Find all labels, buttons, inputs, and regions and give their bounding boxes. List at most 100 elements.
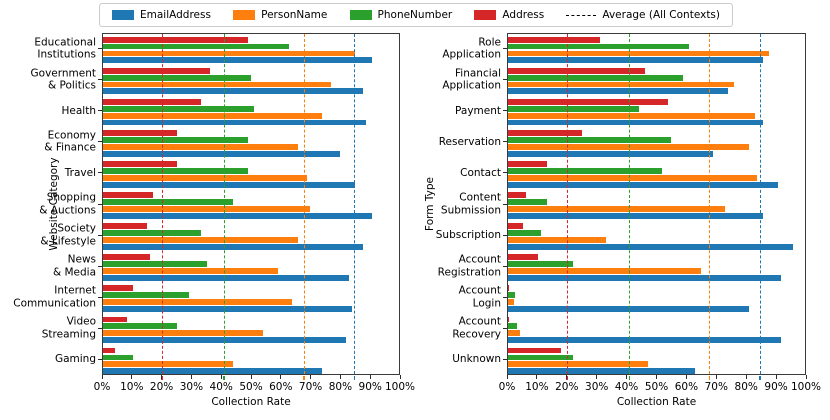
bar-phonenumber-gaming — [103, 354, 133, 361]
category-label-unknown: Unknown — [452, 353, 501, 366]
bar-phonenumber-role-application — [508, 43, 690, 50]
x-axis-label: Collection Rate — [616, 396, 697, 408]
bar-address-internet-communication — [103, 285, 133, 292]
y-axis-tick — [98, 296, 102, 298]
bar-emailaddress-unknown — [508, 368, 696, 374]
bar-phonenumber-society-lifestyle — [103, 230, 201, 237]
legend-item-label: PhoneNumber — [377, 9, 453, 21]
bar-personname-reservation — [508, 143, 749, 150]
category-label-educational-institutions: Educational Institutions — [34, 36, 96, 61]
x-axis-tick-label: 60% — [269, 381, 293, 393]
x-axis-tick-label: 10% — [120, 381, 144, 393]
x-axis-tick-label: 70% — [704, 381, 728, 393]
bar-personname-educational-institutions — [103, 50, 355, 57]
average-line-emailaddress — [759, 34, 761, 374]
bar-personname-video-streaming — [103, 330, 263, 337]
bar-emailaddress-financial-application — [508, 88, 728, 95]
bar-phonenumber-account-recovery — [508, 323, 517, 330]
bar-emailaddress-news-media — [103, 275, 349, 281]
y-axis-tick — [98, 172, 102, 174]
x-axis-tick-label: 40% — [614, 381, 639, 393]
x-axis-tick-label: 10% — [525, 381, 549, 393]
bar-address-account-registration — [508, 254, 538, 261]
bar-personname-account-login — [508, 299, 514, 306]
x-axis-tick-label: 90% — [358, 381, 382, 393]
x-axis-tick-label: 80% — [734, 381, 758, 393]
y-axis-tick — [503, 172, 507, 174]
y-axis-tick — [503, 265, 507, 267]
bar-address-gaming — [103, 347, 115, 354]
bar-address-role-application — [508, 36, 601, 43]
x-axis-tick-label: 40% — [209, 381, 233, 393]
legend-item-address: Address — [474, 9, 544, 21]
bar-emailaddress-travel — [103, 181, 355, 188]
bar-emailaddress-gaming — [103, 368, 323, 374]
x-axis-tick — [190, 375, 192, 379]
bar-emailaddress-shopping-auctions — [103, 212, 373, 219]
bar-phonenumber-video-streaming — [103, 323, 177, 330]
average-line-emailaddress — [353, 34, 355, 374]
x-axis-tick — [775, 375, 777, 379]
category-label-gaming: Gaming — [54, 353, 96, 366]
bar-personname-content-submission — [508, 205, 725, 212]
bar-phonenumber-reservation — [508, 136, 672, 143]
x-axis-tick — [131, 375, 133, 379]
bar-personname-internet-communication — [103, 299, 293, 306]
bar-personname-government-politics — [103, 81, 331, 88]
legend-item-label: EmailAddress — [140, 9, 211, 21]
bar-address-educational-institutions — [103, 36, 249, 43]
y-axis-tick — [98, 327, 102, 329]
category-label-content-submission: Content Submission — [440, 191, 501, 217]
x-axis-tick-label: 50% — [644, 381, 669, 393]
bar-phonenumber-economy-finance — [103, 136, 249, 143]
bar-phonenumber-educational-institutions — [103, 43, 290, 50]
bar-emailaddress-account-login — [508, 306, 749, 313]
bar-emailaddress-health — [103, 119, 367, 126]
bar-personname-economy-finance — [103, 143, 299, 150]
x-axis-tick — [566, 375, 568, 379]
bar-emailaddress-contact — [508, 181, 779, 188]
x-axis-tick-label: 30% — [179, 381, 204, 393]
average-line-phonenumber — [629, 34, 631, 374]
bar-address-financial-application — [508, 67, 645, 74]
bar-phonenumber-unknown — [508, 354, 574, 361]
bar-phonenumber-travel — [103, 167, 249, 174]
x-axis-tick-label: 90% — [764, 381, 788, 393]
bar-phonenumber-contact — [508, 167, 663, 174]
bar-personname-health — [103, 112, 323, 119]
average-axis-tick-personname — [708, 376, 711, 380]
bar-personname-shopping-auctions — [103, 205, 311, 212]
x-axis-tick-label: 70% — [298, 381, 323, 393]
legend-item-average-all-contexts: Average (All Contexts) — [566, 9, 720, 21]
average-line-phonenumber — [223, 34, 225, 374]
category-label-travel: Travel — [64, 166, 96, 179]
x-axis-tick — [745, 375, 747, 379]
x-axis-tick-label: 60% — [674, 381, 699, 393]
y-axis-tick — [503, 141, 507, 143]
bar-emailaddress-account-registration — [508, 275, 782, 281]
category-label-account-login: Account Login — [458, 284, 501, 310]
category-label-financial-application: Financial Application — [442, 67, 501, 92]
y-axis-tick — [98, 48, 102, 50]
x-axis-tick-label: 0% — [93, 381, 111, 393]
x-axis-tick-label: 30% — [585, 381, 609, 393]
bar-personname-financial-application — [508, 81, 734, 88]
category-label-subscription: Subscription — [435, 228, 501, 241]
category-label-payment: Payment — [455, 104, 501, 117]
y-axis-tick — [503, 110, 507, 112]
bar-personname-contact — [508, 174, 758, 181]
y-axis-tick — [503, 48, 507, 50]
x-axis-tick — [310, 375, 312, 379]
bar-phonenumber-health — [103, 105, 254, 112]
x-axis-tick — [715, 375, 717, 379]
bar-emailaddress-educational-institutions — [103, 57, 373, 64]
x-axis-tick — [685, 375, 687, 379]
x-axis-tick — [369, 375, 371, 379]
bar-personname-gaming — [103, 361, 234, 368]
x-axis-tick — [506, 375, 508, 379]
bar-personname-unknown — [508, 361, 648, 368]
x-axis-label: Collection Rate — [211, 396, 291, 408]
bar-address-health — [103, 98, 201, 105]
bar-address-account-login — [508, 285, 510, 292]
category-label-internet-communication: Internet Communication — [13, 284, 96, 310]
